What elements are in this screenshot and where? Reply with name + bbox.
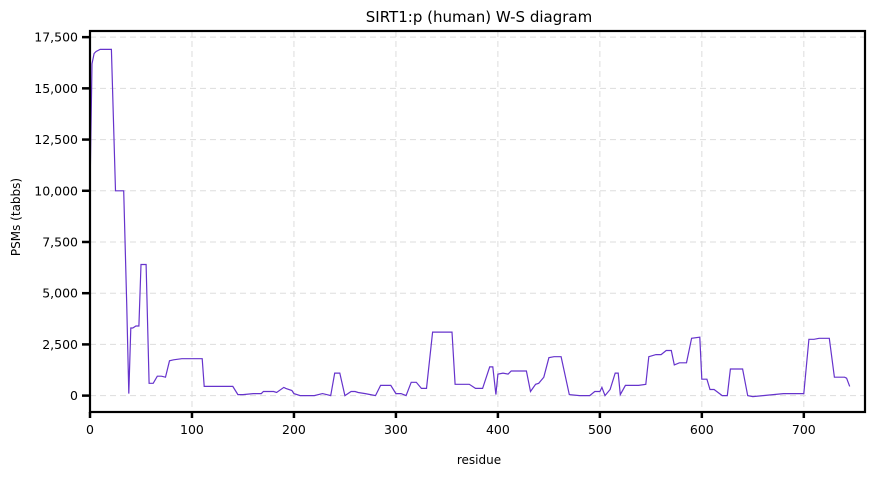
y-tick-label: 0: [70, 388, 78, 403]
x-tick-label: 100: [180, 422, 204, 437]
y-tick-label: 2,500: [42, 337, 78, 352]
x-tick-label: 0: [86, 422, 94, 437]
plot-frame: [88, 29, 867, 414]
y-tick-label: 5,000: [42, 286, 78, 301]
grid-lines: [89, 31, 865, 412]
x-tick-label: 700: [792, 422, 816, 437]
psm-series-line: [89, 48, 851, 398]
chart-title: SIRT1:p (human) W-S diagram: [366, 8, 592, 26]
x-tick-label: 300: [384, 422, 408, 437]
y-tick-label: 17,500: [34, 30, 78, 45]
x-tick-label: 200: [282, 422, 306, 437]
x-axis-ticks: 0 100 200 300 400 500 600 700: [86, 412, 816, 437]
y-axis-ticks: 0 2,500 5,000 7,500 10,000 12,500 15,000 17,500: [34, 30, 90, 403]
x-axis-label: residue: [457, 453, 501, 467]
y-tick-label: 10,000: [34, 183, 78, 198]
x-tick-label: 400: [486, 422, 510, 437]
y-tick-label: 7,500: [42, 234, 78, 249]
y-axis-label: PSMs (tabbs): [9, 178, 23, 256]
x-tick-label: 500: [588, 422, 612, 437]
x-tick-label: 600: [690, 422, 714, 437]
y-tick-label: 12,500: [34, 132, 78, 147]
y-tick-label: 15,000: [34, 81, 78, 96]
